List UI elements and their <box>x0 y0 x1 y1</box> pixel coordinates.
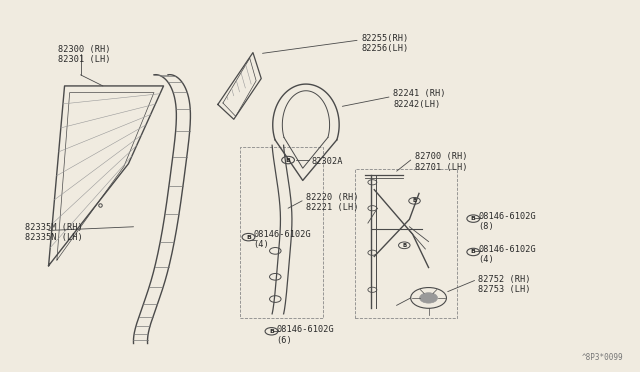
Text: 82335M (RH)
82335N (LH): 82335M (RH) 82335N (LH) <box>25 222 83 242</box>
Text: 82255(RH)
82256(LH): 82255(RH) 82256(LH) <box>362 33 409 53</box>
Circle shape <box>420 293 438 303</box>
Text: B: B <box>269 329 274 334</box>
Text: 08146-6102G
(8): 08146-6102G (8) <box>478 212 536 231</box>
Text: 82302A: 82302A <box>312 157 343 166</box>
Text: B: B <box>285 158 291 163</box>
Text: 08146-6102G
(4): 08146-6102G (4) <box>253 230 311 250</box>
Text: B: B <box>471 216 476 221</box>
Text: B: B <box>412 198 417 203</box>
Text: 82300 (RH)
82301 (LH): 82300 (RH) 82301 (LH) <box>58 45 111 64</box>
Text: B: B <box>471 250 476 254</box>
Bar <box>355 169 458 318</box>
Text: B: B <box>246 235 251 240</box>
Text: 82752 (RH)
82753 (LH): 82752 (RH) 82753 (LH) <box>478 275 531 294</box>
Bar <box>240 147 323 318</box>
Text: 08146-6102G
(4): 08146-6102G (4) <box>478 245 536 264</box>
Text: 82700 (RH)
82701 (LH): 82700 (RH) 82701 (LH) <box>415 152 467 171</box>
Text: ^8P3*0099: ^8P3*0099 <box>582 353 623 362</box>
Text: B: B <box>402 243 406 248</box>
Text: 08146-6102G
(6): 08146-6102G (6) <box>276 325 334 345</box>
Text: 82220 (RH)
82221 (LH): 82220 (RH) 82221 (LH) <box>306 193 358 212</box>
Text: 82241 (RH)
82242(LH): 82241 (RH) 82242(LH) <box>394 89 446 109</box>
